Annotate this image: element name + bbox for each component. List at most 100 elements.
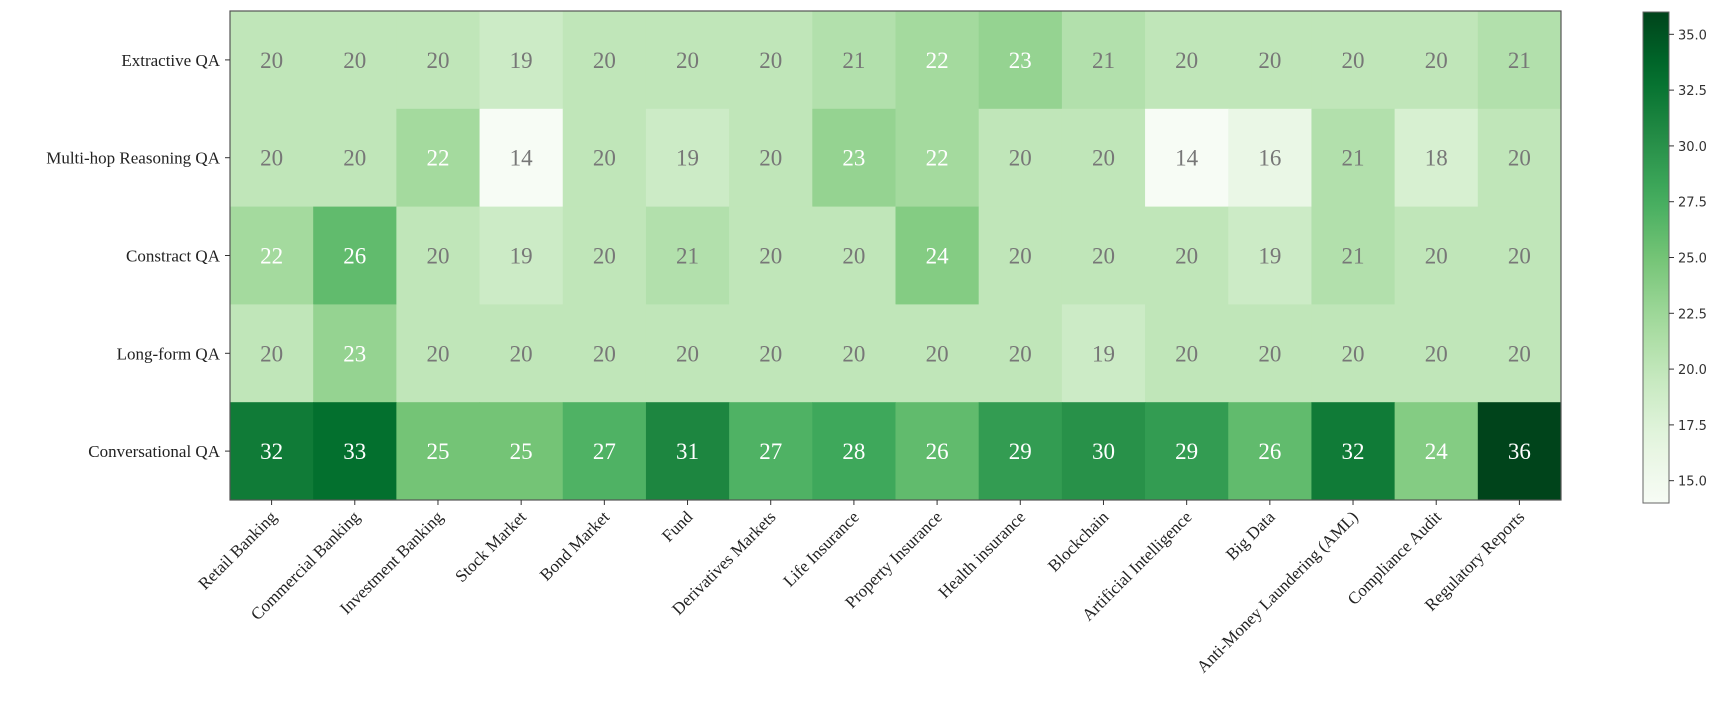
heatmap-cell <box>562 108 647 208</box>
y-tick-label: Constract QA <box>126 247 221 266</box>
cell-value-label: 20 <box>1508 244 1531 269</box>
cell-value-label: 26 <box>926 439 949 464</box>
cell-value-label: 20 <box>926 341 949 366</box>
heatmap-cell <box>1477 206 1562 305</box>
heatmap-cell <box>562 206 647 305</box>
cell-value-label: 19 <box>1258 244 1281 269</box>
heatmap-cell <box>562 402 647 501</box>
heatmap-cell <box>1477 402 1562 501</box>
colorbar-tick-label: 17.5 <box>1678 419 1707 434</box>
x-tick-label: Big Data <box>1222 507 1279 564</box>
heatmap-cell <box>895 108 980 208</box>
cell-value-label: 19 <box>676 146 699 171</box>
cell-value-label: 20 <box>1009 146 1032 171</box>
heatmap-cell <box>230 11 314 110</box>
heatmap-cell <box>479 304 564 403</box>
colorbar-tick-label: 30.0 <box>1678 140 1707 155</box>
cell-value-label: 31 <box>676 439 699 464</box>
heatmap-cell <box>1394 402 1479 501</box>
x-tick-label: Blockchain <box>1044 507 1113 576</box>
heatmap-cell <box>1145 206 1229 305</box>
cell-value-label: 20 <box>593 48 616 73</box>
heatmap-cell <box>1145 108 1229 208</box>
heatmap-cell <box>1477 304 1562 403</box>
heatmap-cell <box>812 11 896 110</box>
heatmap-cell <box>895 402 980 501</box>
heatmap-cell <box>562 11 647 110</box>
cell-value-label: 20 <box>759 341 782 366</box>
cell-value-label: 20 <box>1258 48 1281 73</box>
cell-value-label: 20 <box>759 146 782 171</box>
cell-value-label: 22 <box>260 244 283 269</box>
colorbar-tick-label: 20.0 <box>1678 363 1707 378</box>
cell-value-label: 20 <box>1092 146 1115 171</box>
heatmap-cell <box>1311 108 1396 208</box>
heatmap-cell <box>562 304 647 403</box>
heatmap-cell <box>396 402 481 501</box>
cell-value-label: 29 <box>1175 439 1198 464</box>
heatmap-cell <box>645 11 730 110</box>
heatmap-cell <box>1061 11 1146 110</box>
cell-value-label: 26 <box>1258 439 1281 464</box>
colorbar-tick-label: 15.0 <box>1678 475 1707 490</box>
x-tick-label: Retail Banking <box>195 507 281 593</box>
heatmap-cell <box>729 11 813 110</box>
cell-value-label: 26 <box>343 244 366 269</box>
heatmap-cell <box>645 206 730 305</box>
cell-value-label: 20 <box>343 146 366 171</box>
heatmap-cell <box>1228 206 1312 305</box>
heatmap-cell <box>1145 402 1229 501</box>
heatmap-cell <box>1311 402 1396 501</box>
heatmap-cell <box>479 11 564 110</box>
heatmap-cell <box>645 402 730 501</box>
cell-value-label: 23 <box>1009 48 1032 73</box>
cell-value-label: 25 <box>426 439 449 464</box>
heatmap-cell <box>1477 11 1562 110</box>
cell-value-label: 20 <box>260 341 283 366</box>
heatmap-cell <box>812 108 896 208</box>
cell-value-label: 20 <box>1508 146 1531 171</box>
colorbar: 15.0 17.5 20.0 22.5 25.0 27.5 30.0 32.5 35.0 <box>1642 11 1707 504</box>
cell-value-label: 27 <box>593 439 616 464</box>
cell-value-label: 19 <box>510 244 533 269</box>
cell-value-label: 21 <box>1092 48 1115 73</box>
heatmap-cell <box>978 304 1063 403</box>
heatmap-cell <box>1311 11 1396 110</box>
cell-value-label: 25 <box>510 439 533 464</box>
cell-value-label: 20 <box>842 341 865 366</box>
heatmap-cell <box>729 206 813 305</box>
cell-value-label: 23 <box>343 341 366 366</box>
cell-value-label: 32 <box>260 439 283 464</box>
cell-value-label: 20 <box>1342 48 1365 73</box>
cell-value-label: 20 <box>1175 48 1198 73</box>
heatmap-cell <box>479 402 564 501</box>
heatmap-cell <box>1145 11 1229 110</box>
y-tick-label: Extractive QA <box>121 51 220 70</box>
heatmap-cell <box>313 206 397 305</box>
heatmap-cell <box>1061 206 1146 305</box>
cell-value-label: 20 <box>1175 341 1198 366</box>
cell-value-label: 20 <box>260 146 283 171</box>
cell-value-label: 24 <box>926 244 950 269</box>
heatmap-cell <box>1228 402 1312 501</box>
cell-value-label: 20 <box>759 48 782 73</box>
cell-value-label: 20 <box>343 48 366 73</box>
y-tick-label: Multi-hop Reasoning QA <box>46 149 220 168</box>
heatmap-cell <box>729 304 813 403</box>
cell-value-label: 14 <box>510 146 534 171</box>
heatmap-cell <box>396 206 481 305</box>
heatmap-cell <box>1311 206 1396 305</box>
cell-value-label: 20 <box>1425 48 1448 73</box>
heatmap-cell <box>978 11 1063 110</box>
heatmap-cell <box>1394 108 1479 208</box>
heatmap-cell <box>978 108 1063 208</box>
x-tick-label: Bond Market <box>536 507 613 584</box>
cell-value-label: 20 <box>676 341 699 366</box>
heatmap-cell <box>1228 108 1312 208</box>
heatmap-cell <box>812 304 896 403</box>
heatmap-cell <box>645 304 730 403</box>
heatmap-cells: 20 20 20 19 20 20 20 21 22 23 21 20 20 20 20 21 20 20 22 14… <box>229 10 1562 501</box>
heatmap-cell <box>645 108 730 208</box>
cell-value-label: 32 <box>1342 439 1365 464</box>
